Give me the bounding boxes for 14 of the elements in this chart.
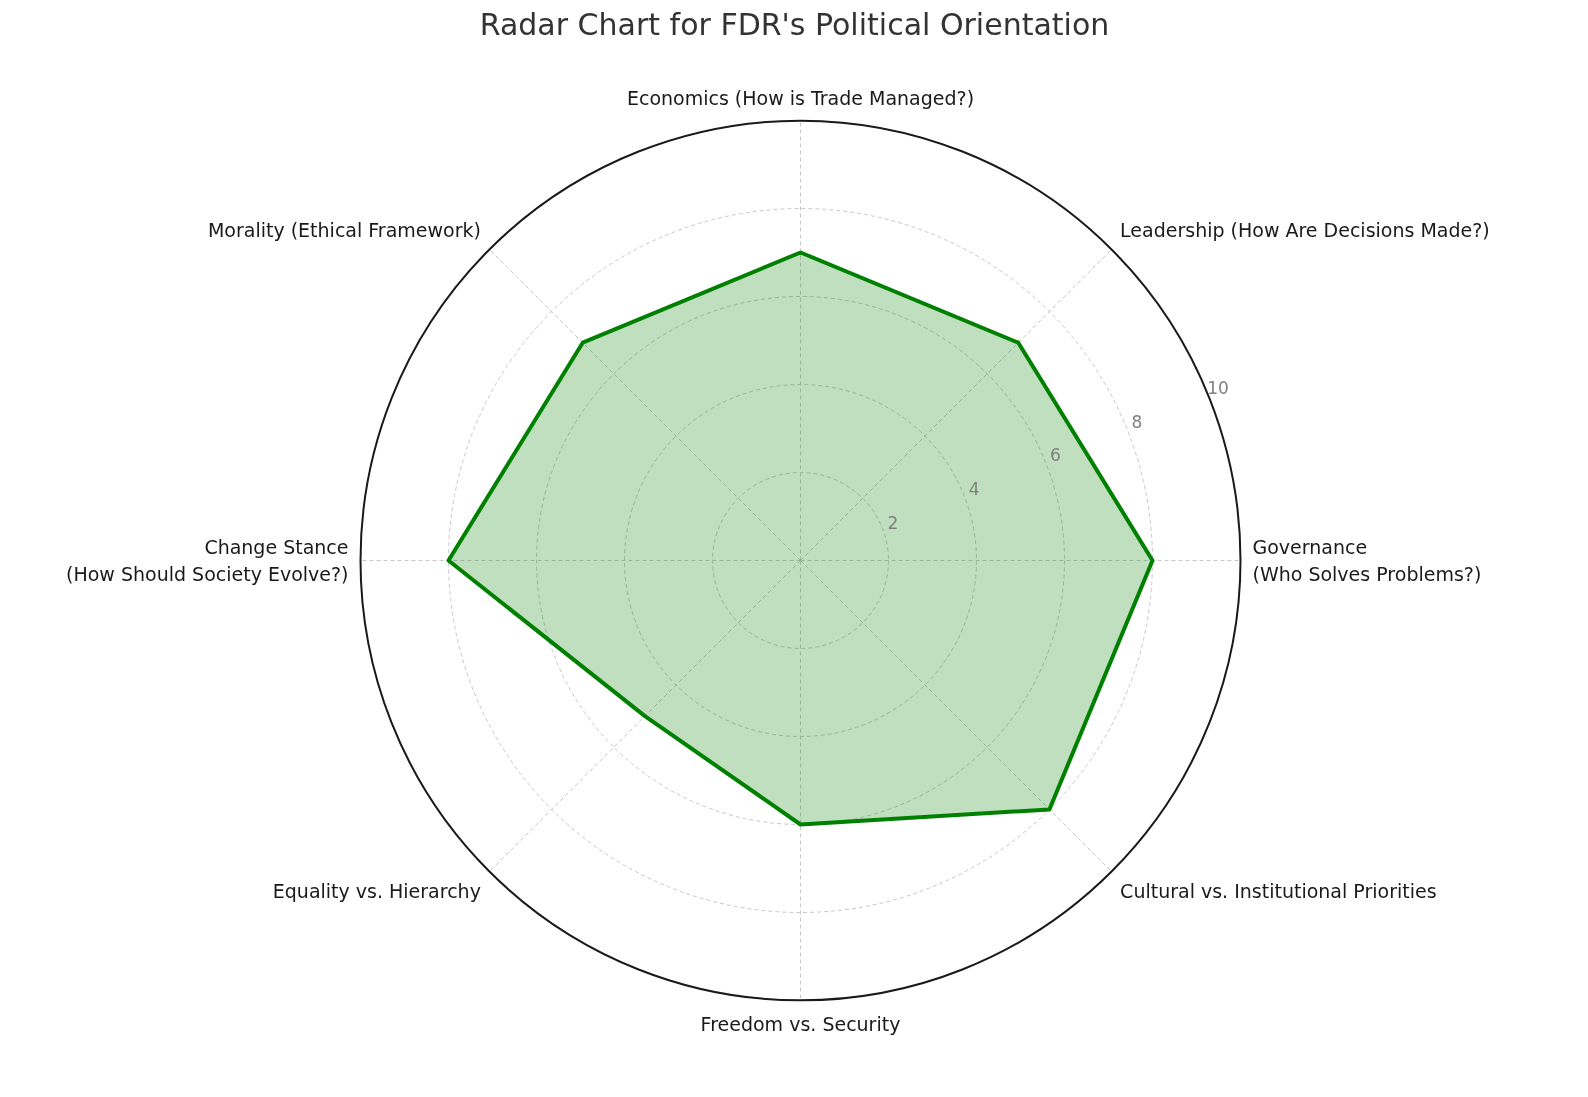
spoke-label: Change Stance (How Should Society Evolve?) xyxy=(66,536,349,585)
spoke-label: Leadership (How Are Decisions Made?) xyxy=(1120,218,1490,241)
spoke-label: Governance (Who Solves Problems?) xyxy=(1252,536,1482,585)
spoke-label: Equality vs. Hierarchy xyxy=(272,880,481,903)
spoke-label: Economics (How is Trade Managed?) xyxy=(626,86,975,109)
y-tick-label: 8 xyxy=(1131,411,1143,432)
y-tick-label: 2 xyxy=(887,512,899,533)
y-tick-label: 4 xyxy=(968,479,980,500)
spoke-label: Freedom vs. Security xyxy=(700,1012,901,1035)
y-tick-label: 6 xyxy=(1050,445,1061,466)
chart-title: Radar Chart for FDR's Political Orientation xyxy=(479,6,1110,42)
y-tick-label: 10 xyxy=(1207,378,1229,399)
spoke-label: Morality (Ethical Framework) xyxy=(207,218,481,241)
spoke-label: Cultural vs. Institutional Priorities xyxy=(1120,880,1437,903)
